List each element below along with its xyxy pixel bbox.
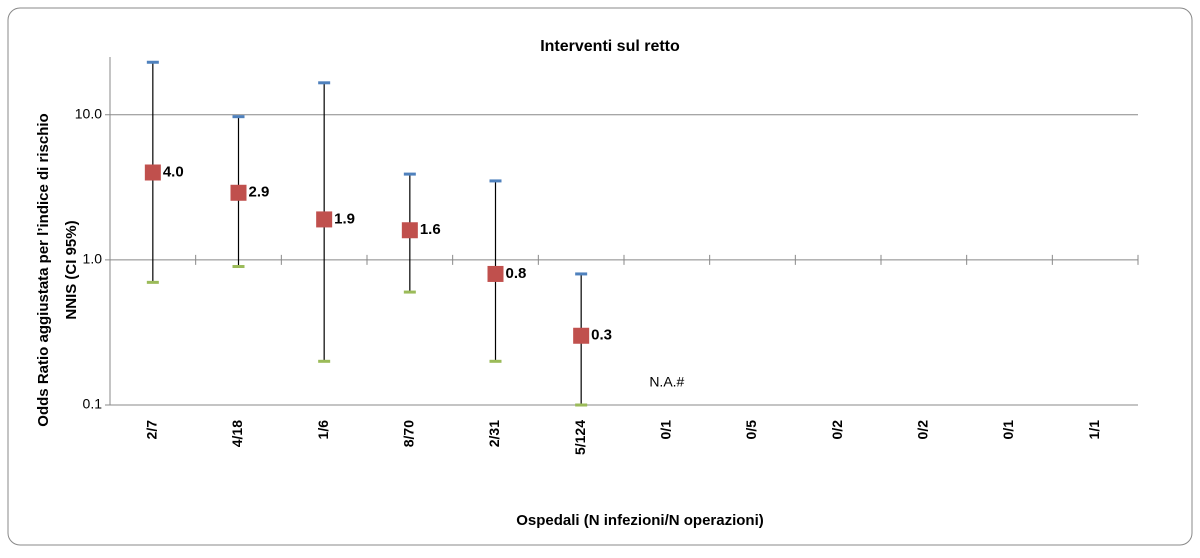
y-axis-title: NNIS (CI 95%) — [63, 220, 80, 319]
x-tick-label: 0/1 — [1000, 420, 1016, 440]
x-tick-label: 8/70 — [401, 420, 417, 447]
point — [316, 211, 333, 228]
value-label: 1.9 — [334, 210, 355, 227]
x-tick-label: 5/124 — [572, 420, 588, 455]
x-tick-label: 0/1 — [658, 420, 674, 440]
value-label: 0.8 — [506, 265, 527, 282]
chart-title: Interventi sul retto — [540, 38, 680, 55]
value-label: 4.0 — [163, 163, 184, 180]
y-tick-label: 1.0 — [83, 251, 103, 267]
point — [573, 327, 590, 344]
point — [487, 265, 504, 282]
x-tick-label: 2/7 — [144, 420, 160, 440]
y-tick-label: 10.0 — [75, 105, 102, 121]
point — [144, 164, 161, 181]
x-tick-label: 2/31 — [486, 420, 502, 447]
x-tick-label: 4/18 — [229, 420, 245, 447]
x-tick-label: 0/2 — [915, 420, 931, 440]
value-label: 0.3 — [591, 327, 612, 344]
x-tick-label: 0/2 — [829, 420, 845, 440]
x-tick-label: 1/6 — [315, 420, 331, 440]
y-tick-label: 0.1 — [83, 396, 103, 412]
y-axis-title: Odds Ratio aggiustata per l’indice di ri… — [35, 113, 52, 426]
point — [401, 222, 418, 239]
value-label: 1.6 — [420, 221, 441, 238]
x-axis-title: Ospedali (N infezioni/N operazioni) — [516, 512, 764, 529]
value-label: 2.9 — [249, 184, 270, 201]
chart-border — [7, 7, 1193, 546]
x-tick-label: 1/1 — [1086, 420, 1102, 440]
point — [230, 184, 247, 201]
annotation: N.A.# — [649, 374, 684, 390]
x-tick-label: 0/5 — [743, 420, 759, 440]
